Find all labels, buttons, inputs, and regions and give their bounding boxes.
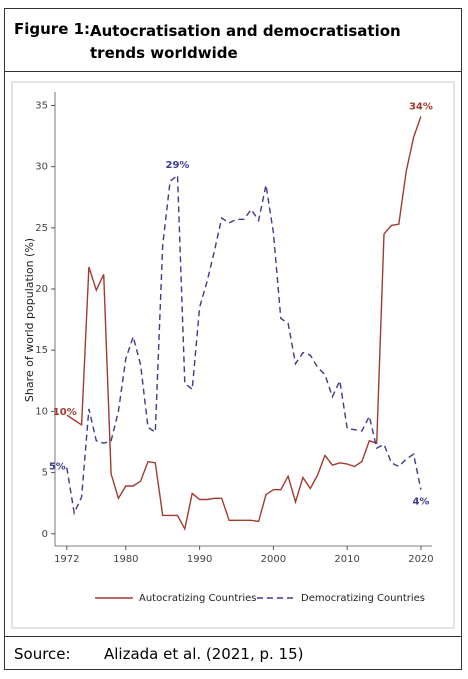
y-tick-label: 5	[42, 468, 48, 479]
series-line	[66, 116, 422, 531]
data-label: 10%	[53, 407, 77, 418]
data-label: 4%	[412, 497, 429, 508]
x-tick-label: 1990	[187, 554, 212, 565]
x-tick-label: 1972	[54, 554, 79, 565]
figure-title: Autocratisation and democratisation tren…	[90, 22, 401, 62]
y-tick-label: 35	[35, 100, 48, 111]
data-label: 5%	[49, 462, 66, 473]
y-axis-label: Share of world population (%)	[23, 238, 36, 402]
source-line: Source: Alizada et al. (2021, p. 15)	[4, 636, 462, 670]
y-tick-label: 20	[35, 284, 48, 295]
legend-label: Democratizing Countries	[301, 593, 425, 604]
x-tick-label: 2020	[408, 554, 433, 565]
source-label: Source:	[14, 645, 71, 663]
series-line	[66, 173, 422, 516]
y-tick-label: 10	[35, 406, 48, 417]
source-text: Alizada et al. (2021, p. 15)	[104, 645, 304, 663]
x-tick-label: 2000	[261, 554, 286, 565]
figure-header: Figure 1: Autocratisation and democratis…	[4, 8, 462, 72]
figure-label: Figure 1:	[14, 20, 91, 38]
data-label: 34%	[409, 101, 433, 112]
y-tick-label: 0	[42, 529, 48, 540]
x-tick-label: 2010	[334, 554, 359, 565]
x-tick-label: 1980	[113, 554, 138, 565]
legend-label: Autocratizing Countries	[139, 593, 257, 604]
data-label: 29%	[166, 160, 190, 171]
chart-panel	[11, 81, 455, 629]
chart: Share of world population (%) 0 5 10 15 20 25…	[11, 81, 455, 629]
y-tick-label: 25	[35, 223, 48, 234]
figure-frame	[4, 8, 462, 670]
y-tick-label: 15	[35, 345, 48, 356]
y-tick-label: 30	[35, 162, 48, 173]
